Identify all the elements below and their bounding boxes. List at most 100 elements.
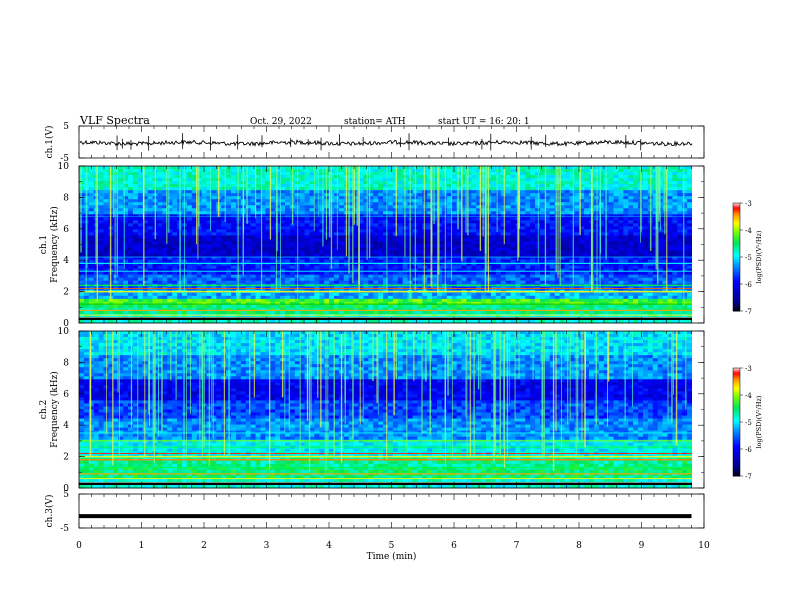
ch1-spectrogram-cell (682, 268, 688, 273)
ch1-spectrogram-cell (436, 265, 443, 270)
ch1-spectrogram-cell (495, 259, 502, 264)
ch1-spectrogram-cell (574, 232, 580, 236)
ch1-spectrogram-cell (226, 235, 232, 239)
ch1-spectrogram-cell (98, 262, 104, 267)
ch1-spectrogram-cell (476, 232, 482, 236)
ch1-spectrogram-cell (378, 181, 384, 185)
ch1-spectrogram-cell (255, 235, 261, 239)
ch1-spectrogram-cell (652, 175, 659, 179)
ch1-spectrogram-cell (647, 253, 654, 257)
ch1-spectrogram-cell (559, 235, 565, 239)
ch1-spectrogram-cell (98, 244, 104, 248)
ch1-spectrogram-cell (334, 175, 340, 179)
ch1-spectrogram-cell (436, 211, 443, 215)
ch1-spectrogram-cell (373, 190, 379, 194)
ch1-spectrogram-cell (98, 259, 104, 264)
ch1-spectrogram-cell (647, 274, 654, 279)
ch1-spectrogram-cell (162, 166, 168, 170)
ch1-spectrogram-cell (128, 247, 134, 251)
ch1-spectrogram-cell (338, 247, 345, 251)
ch1-spectrogram-cell (461, 226, 467, 230)
ch1-spectrogram-cell (368, 244, 374, 248)
ch1-spectrogram-cell (304, 256, 310, 260)
ch1-spectrogram-cell (383, 265, 389, 270)
ch1-spectrogram-cell (633, 241, 639, 245)
ch1-spectrogram-cell (221, 181, 227, 185)
ch1-spectrogram-cell (226, 178, 232, 182)
ch1-spectrogram-cell (128, 208, 134, 212)
ch1-spectrogram-cell (677, 247, 683, 251)
ch1-spectrogram-cell (397, 166, 404, 170)
ch1-spectrogram-cell (284, 190, 291, 194)
ch1-spectrogram-cell (687, 178, 693, 182)
ch1-spectrogram-cell (535, 193, 541, 197)
ch1-spectrogram-cell (618, 196, 624, 200)
ch1-spectrogram-cell (118, 262, 124, 267)
ch1-spectrogram-cell (451, 250, 457, 254)
ch1-spectrogram-cell (221, 211, 227, 215)
ch1-spectrogram-cell (221, 205, 227, 209)
ch1-spectrogram-cell (123, 247, 129, 251)
ch1-spectrogram-cell (226, 223, 232, 227)
ch1-spectrogram-cell (618, 262, 624, 267)
ch1-spectrogram-cell (353, 172, 359, 176)
ch1-spectrogram-cell (613, 208, 619, 212)
ch1-spectrogram-cell (623, 184, 629, 188)
ch1-spectrogram-cell (544, 211, 551, 215)
ch1-spectrogram-cell (211, 178, 217, 182)
ch1-spectrogram-cell (319, 250, 325, 254)
ch1-spectrogram-cell (466, 184, 472, 188)
ch1-spectrogram-cell (314, 172, 320, 176)
ch1-spectrogram-cell (427, 241, 433, 245)
ch1-spectrogram-cell (373, 193, 379, 197)
ch1-spectrogram-cell (677, 232, 683, 236)
ch1-spectrogram-cell (255, 187, 261, 191)
ch1-spectrogram-cell (584, 256, 590, 260)
ch1-spectrogram-cell (284, 202, 291, 206)
ch1-spectrogram-cell (88, 175, 95, 179)
ch1-spectrogram-cell (495, 199, 502, 203)
ch1-spectrogram-cell (574, 193, 580, 197)
ch1-spectrogram-cell (638, 244, 644, 248)
ch1-spectrogram-cell (456, 166, 462, 170)
ch1-spectrogram-cell (687, 262, 693, 267)
ch1-spectrogram-cell (250, 235, 256, 239)
ch1-spectrogram-cell (363, 247, 369, 251)
ch1-spectrogram-cell (642, 199, 649, 203)
ch1-spectrogram-cell (280, 238, 286, 242)
ch1-spectrogram-cell (383, 202, 389, 206)
ch1-spectrogram-cell (373, 202, 379, 206)
ch1-spectrogram-cell (476, 229, 482, 233)
ch1-spectrogram-cell (123, 199, 129, 203)
ch1-spectrogram-cell (682, 265, 688, 270)
ch1-spectrogram-cell (618, 271, 624, 276)
ch1-spectrogram-cell (260, 232, 266, 236)
ch1-spectrogram-cell (633, 184, 639, 188)
ch1-spectrogram-cell (613, 199, 619, 203)
ch1-spectrogram-cell (672, 223, 678, 227)
ch1-spectrogram-cell (461, 250, 467, 254)
ch1-spectrogram-cell (490, 226, 497, 230)
ch1-spectrogram-cell (275, 175, 281, 179)
ch1-spectrogram-cell (387, 166, 394, 170)
ch1-spectrogram-cell (535, 187, 541, 191)
ch1-spectrogram-cell (500, 166, 507, 170)
ch1-spectrogram-cell (520, 268, 526, 273)
ch1-spectrogram-cell (260, 187, 266, 191)
ch1-spectrogram-cell (162, 196, 168, 200)
ch1-spectrogram-cell (387, 229, 394, 233)
ch1-spectrogram-cell (172, 235, 178, 239)
ch1-spectrogram-cell (672, 193, 678, 197)
ch1-spectrogram-cell (505, 268, 511, 273)
ch1-spectrogram-cell (554, 217, 560, 221)
ch1-spectrogram-cell (383, 274, 389, 279)
ch1-spectrogram-cell (628, 220, 634, 224)
ch1-spectrogram-cell (618, 244, 624, 248)
ch1-spectrogram-cell (559, 268, 565, 273)
ch1-spectrogram-cell (123, 238, 129, 242)
ch1-spectrogram-cell (186, 274, 193, 279)
ch1-spectrogram-cell (324, 274, 330, 279)
ch1-spectrogram-cell (436, 205, 443, 209)
ch1-spectrogram-cell (216, 238, 222, 242)
ch1-spectrogram-cell (633, 247, 639, 251)
